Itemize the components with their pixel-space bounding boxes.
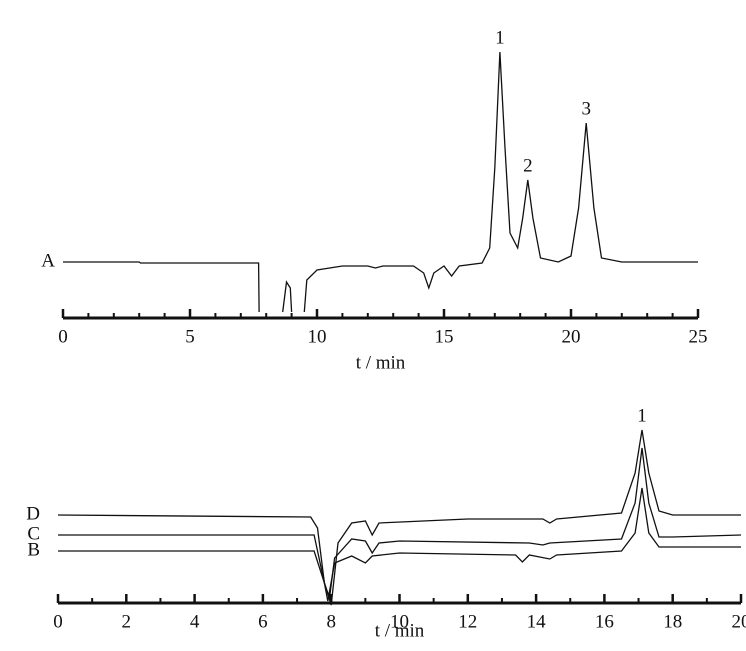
x-tick-label: 6 — [258, 611, 268, 632]
trace — [58, 487, 741, 602]
x-tick-label: 2 — [122, 611, 132, 632]
x-tick-label: 0 — [58, 326, 68, 347]
x-tick-label: 14 — [527, 611, 547, 632]
trace-label: B — [27, 539, 40, 560]
trace — [58, 447, 742, 599]
peak-label: 1 — [637, 405, 647, 426]
x-tick-label: 4 — [190, 611, 200, 632]
x-tick-label: 25 — [689, 326, 708, 347]
x-axis-label: t / min — [356, 352, 406, 373]
x-tick-label: 10 — [308, 326, 327, 347]
trace — [57, 429, 741, 606]
peak-label: 1 — [495, 27, 505, 48]
x-tick-label: 15 — [435, 326, 454, 347]
x-tick-label: 20 — [732, 611, 746, 632]
peak-label: 3 — [581, 98, 591, 119]
x-tick-label: 18 — [663, 611, 682, 632]
x-tick-label: 10 — [390, 611, 409, 632]
trace-label: C — [27, 523, 40, 544]
x-tick-label: 8 — [326, 611, 336, 632]
trace — [63, 51, 698, 313]
x-tick-label: 5 — [185, 326, 195, 347]
x-tick-label: 16 — [595, 611, 614, 632]
x-axis-label: t / min — [375, 620, 425, 641]
x-tick-label: 20 — [562, 326, 581, 347]
peak-label: 2 — [523, 155, 533, 176]
x-tick-label: 12 — [458, 611, 477, 632]
trace-label: D — [26, 503, 40, 524]
x-tick-label: 0 — [53, 611, 63, 632]
trace-label: A — [41, 250, 55, 271]
